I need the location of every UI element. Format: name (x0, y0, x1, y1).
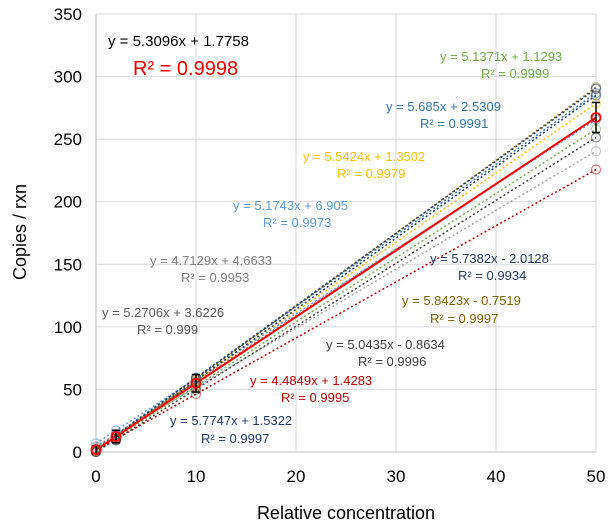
y-tick-label: 250 (54, 130, 82, 149)
series-r2-label: R² = 0.999 (137, 322, 198, 337)
x-tick-label: 30 (387, 467, 406, 486)
x-tick-label: 0 (91, 467, 100, 486)
mean-trendline (95, 116, 597, 451)
series-r2-label: R² = 0.9973 (263, 215, 331, 230)
y-tick-label: 350 (54, 5, 82, 24)
series-equation-label: y = 4.7129x + 4.6633 (150, 253, 272, 268)
y-tick-label: 0 (73, 443, 82, 462)
series-trendline (95, 136, 597, 453)
series-point (590, 164, 602, 175)
series-equation-label: y = 5.5424x + 1.3502 (303, 149, 425, 164)
series-equation-label: y = 5.7747x + 1.5322 (170, 413, 292, 428)
series-equation-label: y = 5.7382x - 2.0128 (430, 251, 549, 266)
series-equation-label: y = 5.2706x + 3.6226 (102, 305, 224, 320)
series-trendline (95, 92, 597, 450)
series-r2-label: R² = 0.9991 (420, 116, 488, 131)
tick-labels: 0 50 100 150 200 250 300 350 0 10 20 30 40 50 (54, 5, 606, 486)
series-trendline (95, 117, 597, 449)
y-tick-label: 50 (63, 380, 82, 399)
mean-point (590, 112, 602, 123)
trendlines (95, 86, 597, 453)
data-markers (90, 82, 602, 458)
series-r2-label: R² = 0.9995 (281, 390, 349, 405)
x-tick-label: 50 (587, 467, 606, 486)
y-tick-label: 150 (54, 255, 82, 274)
series-r2-label: R² = 0.9999 (481, 66, 549, 81)
series-r2-label: R² = 0.9997 (430, 311, 498, 326)
series-r2-label: R² = 0.9996 (358, 354, 426, 369)
series-equation-label: y = 4.4849x + 1.4283 (250, 373, 372, 388)
series-equation-label: y = 5.685x + 2.5309 (386, 99, 501, 114)
mean-point (90, 444, 102, 456)
series-equation-label: y = 5.1371x + 1.1293 (440, 49, 562, 64)
y-tick-label: 100 (54, 318, 82, 337)
y-tick-label: 200 (54, 193, 82, 212)
series-point (590, 146, 602, 157)
x-tick-label: 20 (287, 467, 306, 486)
x-tick-label: 40 (487, 467, 506, 486)
series-r2-label: R² = 0.9997 (201, 431, 269, 446)
series-equation-label: y = 5.0435x - 0.8634 (326, 337, 445, 352)
mean-r2-label: R² = 0.9998 (133, 58, 238, 80)
series-point (590, 90, 602, 101)
equation-labels: y = 5.3096x + 1.7758 R² = 0.9998 y = 5.1… (102, 33, 562, 446)
series-trendline (95, 94, 597, 453)
series-r2-label: R² = 0.9934 (458, 268, 526, 283)
series-equation-label: y = 5.1743x + 6.905 (233, 198, 348, 213)
series-trendline (95, 168, 597, 451)
mean-point (190, 377, 202, 389)
mean-point (110, 431, 122, 442)
gridlines (95, 13, 597, 453)
y-axis-title: Copies / rxn (10, 184, 30, 280)
series-equation-label: y = 5.8423x - 0.7519 (402, 293, 521, 308)
y-tick-label: 300 (54, 68, 82, 87)
series-r2-label: R² = 0.9979 (337, 166, 405, 181)
series-r2-label: R² = 0.9953 (181, 270, 249, 285)
mean-equation-label: y = 5.3096x + 1.7758 (108, 33, 249, 50)
series-trendline (95, 128, 597, 452)
axes (95, 14, 596, 453)
x-tick-label: 10 (187, 467, 206, 486)
series-point (590, 83, 602, 94)
x-axis-title: Relative concentration (257, 503, 435, 523)
series-trendline (95, 88, 597, 451)
